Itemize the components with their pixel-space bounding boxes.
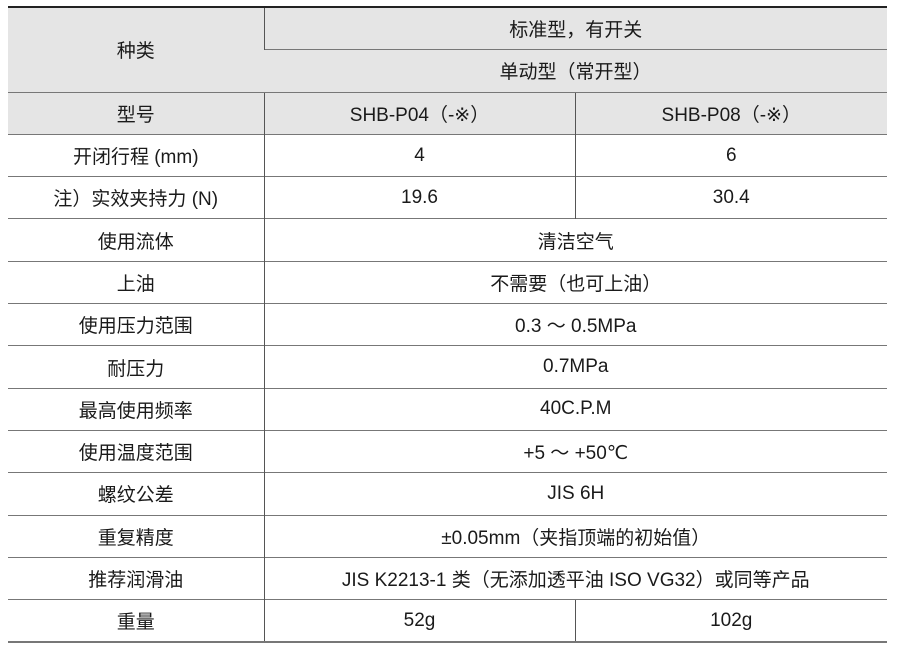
row-value: JIS K2213-1 类（无添加透平油 ISO VG32）或同等产品 (263, 556, 888, 600)
row-value: 52g (263, 599, 575, 643)
row-value: 102g (574, 599, 888, 643)
table-row: 开闭行程 (mm) 4 6 (8, 133, 888, 177)
header-row-action: 单动型（常开型） (8, 49, 888, 93)
table-row: 重量 52g 102g (8, 599, 888, 643)
row-value: 不需要（也可上油） (263, 260, 888, 304)
row-value: 30.4 (574, 176, 888, 219)
header-row-type: 种类 标准型，有开关 (8, 6, 888, 93)
row-value: 40C.P.M (263, 387, 888, 431)
row-value: 0.7MPa (263, 345, 888, 389)
row-value: ±0.05mm（夹指顶端的初始值） (263, 514, 888, 558)
table-row: 推荐润滑油 JIS K2213-1 类（无添加透平油 ISO VG32）或同等产品 (8, 556, 888, 600)
row-value: +5 ～ +50℃ (263, 429, 888, 473)
table-row: 重复精度 ±0.05mm（夹指顶端的初始值） (8, 514, 888, 558)
table-row: 注）实效夹持力 (N) 19.6 30.4 (8, 176, 888, 219)
row-label: 耐压力 (8, 345, 264, 389)
category-label: 种类 (8, 6, 264, 93)
table-row: 上油 不需要（也可上油） (8, 260, 888, 304)
row-label: 重复精度 (8, 514, 264, 558)
row-value: 6 (574, 133, 888, 177)
row-label: 使用流体 (8, 218, 264, 262)
table-row: 最高使用频率 40C.P.M (8, 387, 888, 431)
model-label: 型号 (8, 91, 264, 135)
row-label: 开闭行程 (mm) (8, 133, 264, 177)
table-row: 使用温度范围 +5 ～ +50℃ (8, 429, 888, 473)
row-label: 推荐润滑油 (8, 556, 264, 600)
row-label: 注）实效夹持力 (N) (8, 176, 264, 219)
table-row: 使用流体 清洁空气 (8, 218, 888, 262)
table-row: 使用压力范围 0.3 ～ 0.5MPa (8, 303, 888, 346)
row-value: JIS 6H (263, 472, 888, 516)
table-row: 螺纹公差 JIS 6H (8, 472, 888, 516)
type-line2: 单动型（常开型） (264, 49, 888, 93)
type-line1: 标准型，有开关 (263, 6, 888, 50)
table-row: 耐压力 0.7MPa (8, 345, 888, 389)
row-label: 最高使用频率 (8, 387, 264, 431)
row-value: 0.3 ～ 0.5MPa (263, 303, 888, 346)
spec-table: 种类 标准型，有开关 单动型（常开型） 型号 SHB-P04（-※） SHB-P… (8, 6, 888, 644)
row-value: 4 (263, 133, 575, 177)
row-label: 螺纹公差 (8, 472, 264, 516)
header-row-model: 型号 SHB-P04（-※） SHB-P08（-※） (8, 91, 888, 135)
row-label: 使用温度范围 (8, 429, 264, 473)
model-p08: SHB-P08（-※） (574, 91, 888, 135)
model-p04: SHB-P04（-※） (263, 91, 575, 135)
row-value: 清洁空气 (263, 218, 888, 262)
row-label: 重量 (8, 599, 264, 643)
row-value: 19.6 (263, 176, 575, 219)
row-label: 上油 (8, 260, 264, 304)
row-label: 使用压力范围 (8, 303, 264, 346)
